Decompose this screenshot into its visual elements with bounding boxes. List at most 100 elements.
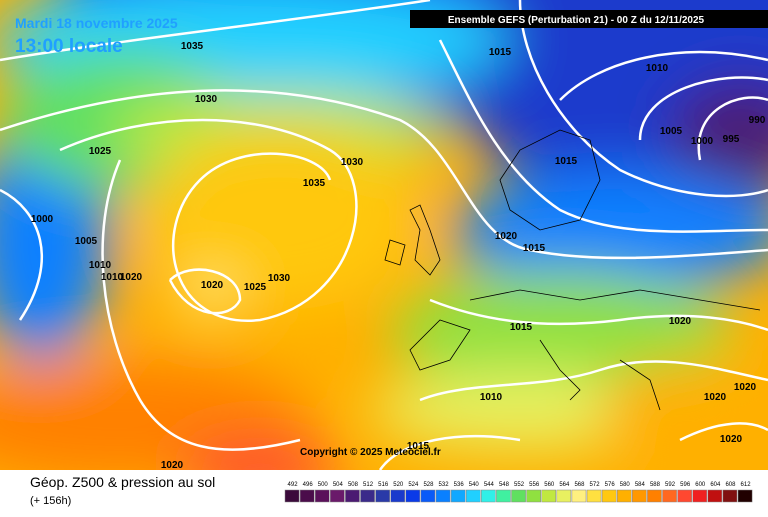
- isobar-label: 1035: [181, 41, 204, 52]
- scale-label: 564: [559, 482, 570, 488]
- scale-swatch: [450, 489, 466, 503]
- isobar-label: 1020: [161, 460, 184, 471]
- isobar-label: 1025: [89, 146, 112, 157]
- isobar-label: 1030: [341, 157, 364, 168]
- scale-swatch: [571, 489, 587, 503]
- scale-swatch: [390, 489, 406, 503]
- scale-label: 540: [469, 482, 480, 488]
- isobar-label: 1020: [201, 280, 224, 291]
- model-info: Ensemble GEFS (Perturbation 21) - 00 Z d…: [448, 15, 705, 26]
- scale-label: 548: [499, 482, 510, 488]
- scale-label: 528: [423, 482, 434, 488]
- isobar-label: 1010: [101, 272, 124, 283]
- isobar-label: 1005: [75, 236, 98, 247]
- scale-label: 532: [439, 482, 450, 488]
- coastlines: [384, 129, 761, 411]
- isobar-label: 1010: [646, 63, 669, 74]
- isobar-label: 1000: [31, 214, 54, 225]
- scale-swatch: [737, 489, 753, 503]
- scale-label: 516: [378, 482, 389, 488]
- isobar-label: 1020: [120, 272, 143, 283]
- scale-label: 572: [590, 482, 601, 488]
- isobar-label: 1030: [195, 94, 218, 105]
- isobar-label: 1035: [303, 178, 326, 189]
- isobar-label: 1005: [660, 126, 683, 137]
- scale-swatch: [314, 489, 330, 503]
- isobar-label: 1015: [489, 47, 512, 58]
- time: 13:00 locale: [15, 36, 123, 57]
- scale-label: 536: [454, 482, 465, 488]
- scale-swatch: [405, 489, 421, 503]
- scale-label: 544: [484, 482, 495, 488]
- scale-swatch: [707, 489, 723, 503]
- scale-swatch: [375, 489, 390, 503]
- scale-label: 520: [393, 482, 404, 488]
- scale-label: 592: [665, 482, 676, 488]
- color-scale: 492 496 500 504 508 512 516 520 524 528 532 536 540 5…: [284, 482, 753, 503]
- scale-label: 496: [303, 482, 314, 488]
- scale-swatch: [345, 489, 360, 503]
- footer-title: Géop. Z500 & pression au sol: [30, 474, 215, 490]
- isobar-label: 1020: [720, 434, 743, 445]
- isobar-label: 1015: [407, 441, 430, 452]
- scale-label: 492: [288, 482, 299, 488]
- scale-swatch: [677, 489, 692, 503]
- scale-swatch: [601, 489, 617, 503]
- scale-label: 588: [650, 482, 661, 488]
- scale-label: 560: [544, 482, 555, 488]
- isobar-label: 1010: [480, 392, 503, 403]
- scale-label: 584: [635, 482, 646, 488]
- scale-swatch: [360, 489, 375, 503]
- scale-label: 612: [741, 482, 752, 488]
- scale-swatch: [284, 489, 300, 503]
- scale-swatch: [647, 489, 662, 503]
- scale-swatch: [435, 489, 451, 503]
- isobar-label: 1020: [734, 382, 757, 393]
- scale-label: 500: [318, 482, 329, 488]
- scale-swatch: [465, 489, 481, 503]
- isobar-label: 1030: [268, 273, 291, 284]
- isobar-label: 1020: [704, 392, 727, 403]
- scale-swatch: [511, 489, 526, 503]
- scale-swatch: [722, 489, 738, 503]
- model-banner: [410, 10, 768, 28]
- scale-label: 504: [333, 482, 344, 488]
- isobar-label: 1015: [555, 156, 578, 167]
- scale-swatch: [299, 489, 315, 503]
- scale-label: 524: [408, 482, 419, 488]
- isobars: [0, 0, 768, 470]
- scale-label: 556: [529, 482, 540, 488]
- date: Mardi 18 novembre 2025: [15, 15, 178, 31]
- isobar-label: 990: [749, 115, 766, 126]
- scale-swatch: [496, 489, 511, 503]
- scale-label: 580: [620, 482, 631, 488]
- scale-label: 552: [514, 482, 525, 488]
- scale-label: 600: [695, 482, 706, 488]
- scale-label: 604: [710, 482, 721, 488]
- isobar-label: 1020: [669, 316, 692, 327]
- scale-swatch: [481, 489, 496, 503]
- scale-swatch: [616, 489, 632, 503]
- isobar-label: 1015: [523, 243, 546, 254]
- scale-label: 576: [605, 482, 616, 488]
- scale-swatch: [420, 489, 436, 503]
- scale-swatch: [692, 489, 708, 503]
- scale-swatch: [541, 489, 557, 503]
- isobar-label: 1025: [244, 282, 267, 293]
- scale-swatch: [330, 489, 345, 503]
- isobar-label: 1015: [510, 322, 533, 333]
- scale-swatch: [556, 489, 572, 503]
- scale-label: 508: [348, 482, 359, 488]
- scale-swatch: [662, 489, 677, 503]
- copyright: Copyright © 2025 Meteociel.fr: [300, 447, 441, 458]
- lead-time: (+ 156h): [30, 495, 71, 507]
- isobar-label: 1000: [691, 136, 714, 147]
- scale-label: 512: [363, 482, 374, 488]
- scale-swatch: [632, 489, 647, 503]
- scale-label: 608: [725, 482, 736, 488]
- field: [0, 0, 768, 470]
- isobar-label: 995: [723, 134, 740, 145]
- isobar-label: 1010: [89, 260, 112, 271]
